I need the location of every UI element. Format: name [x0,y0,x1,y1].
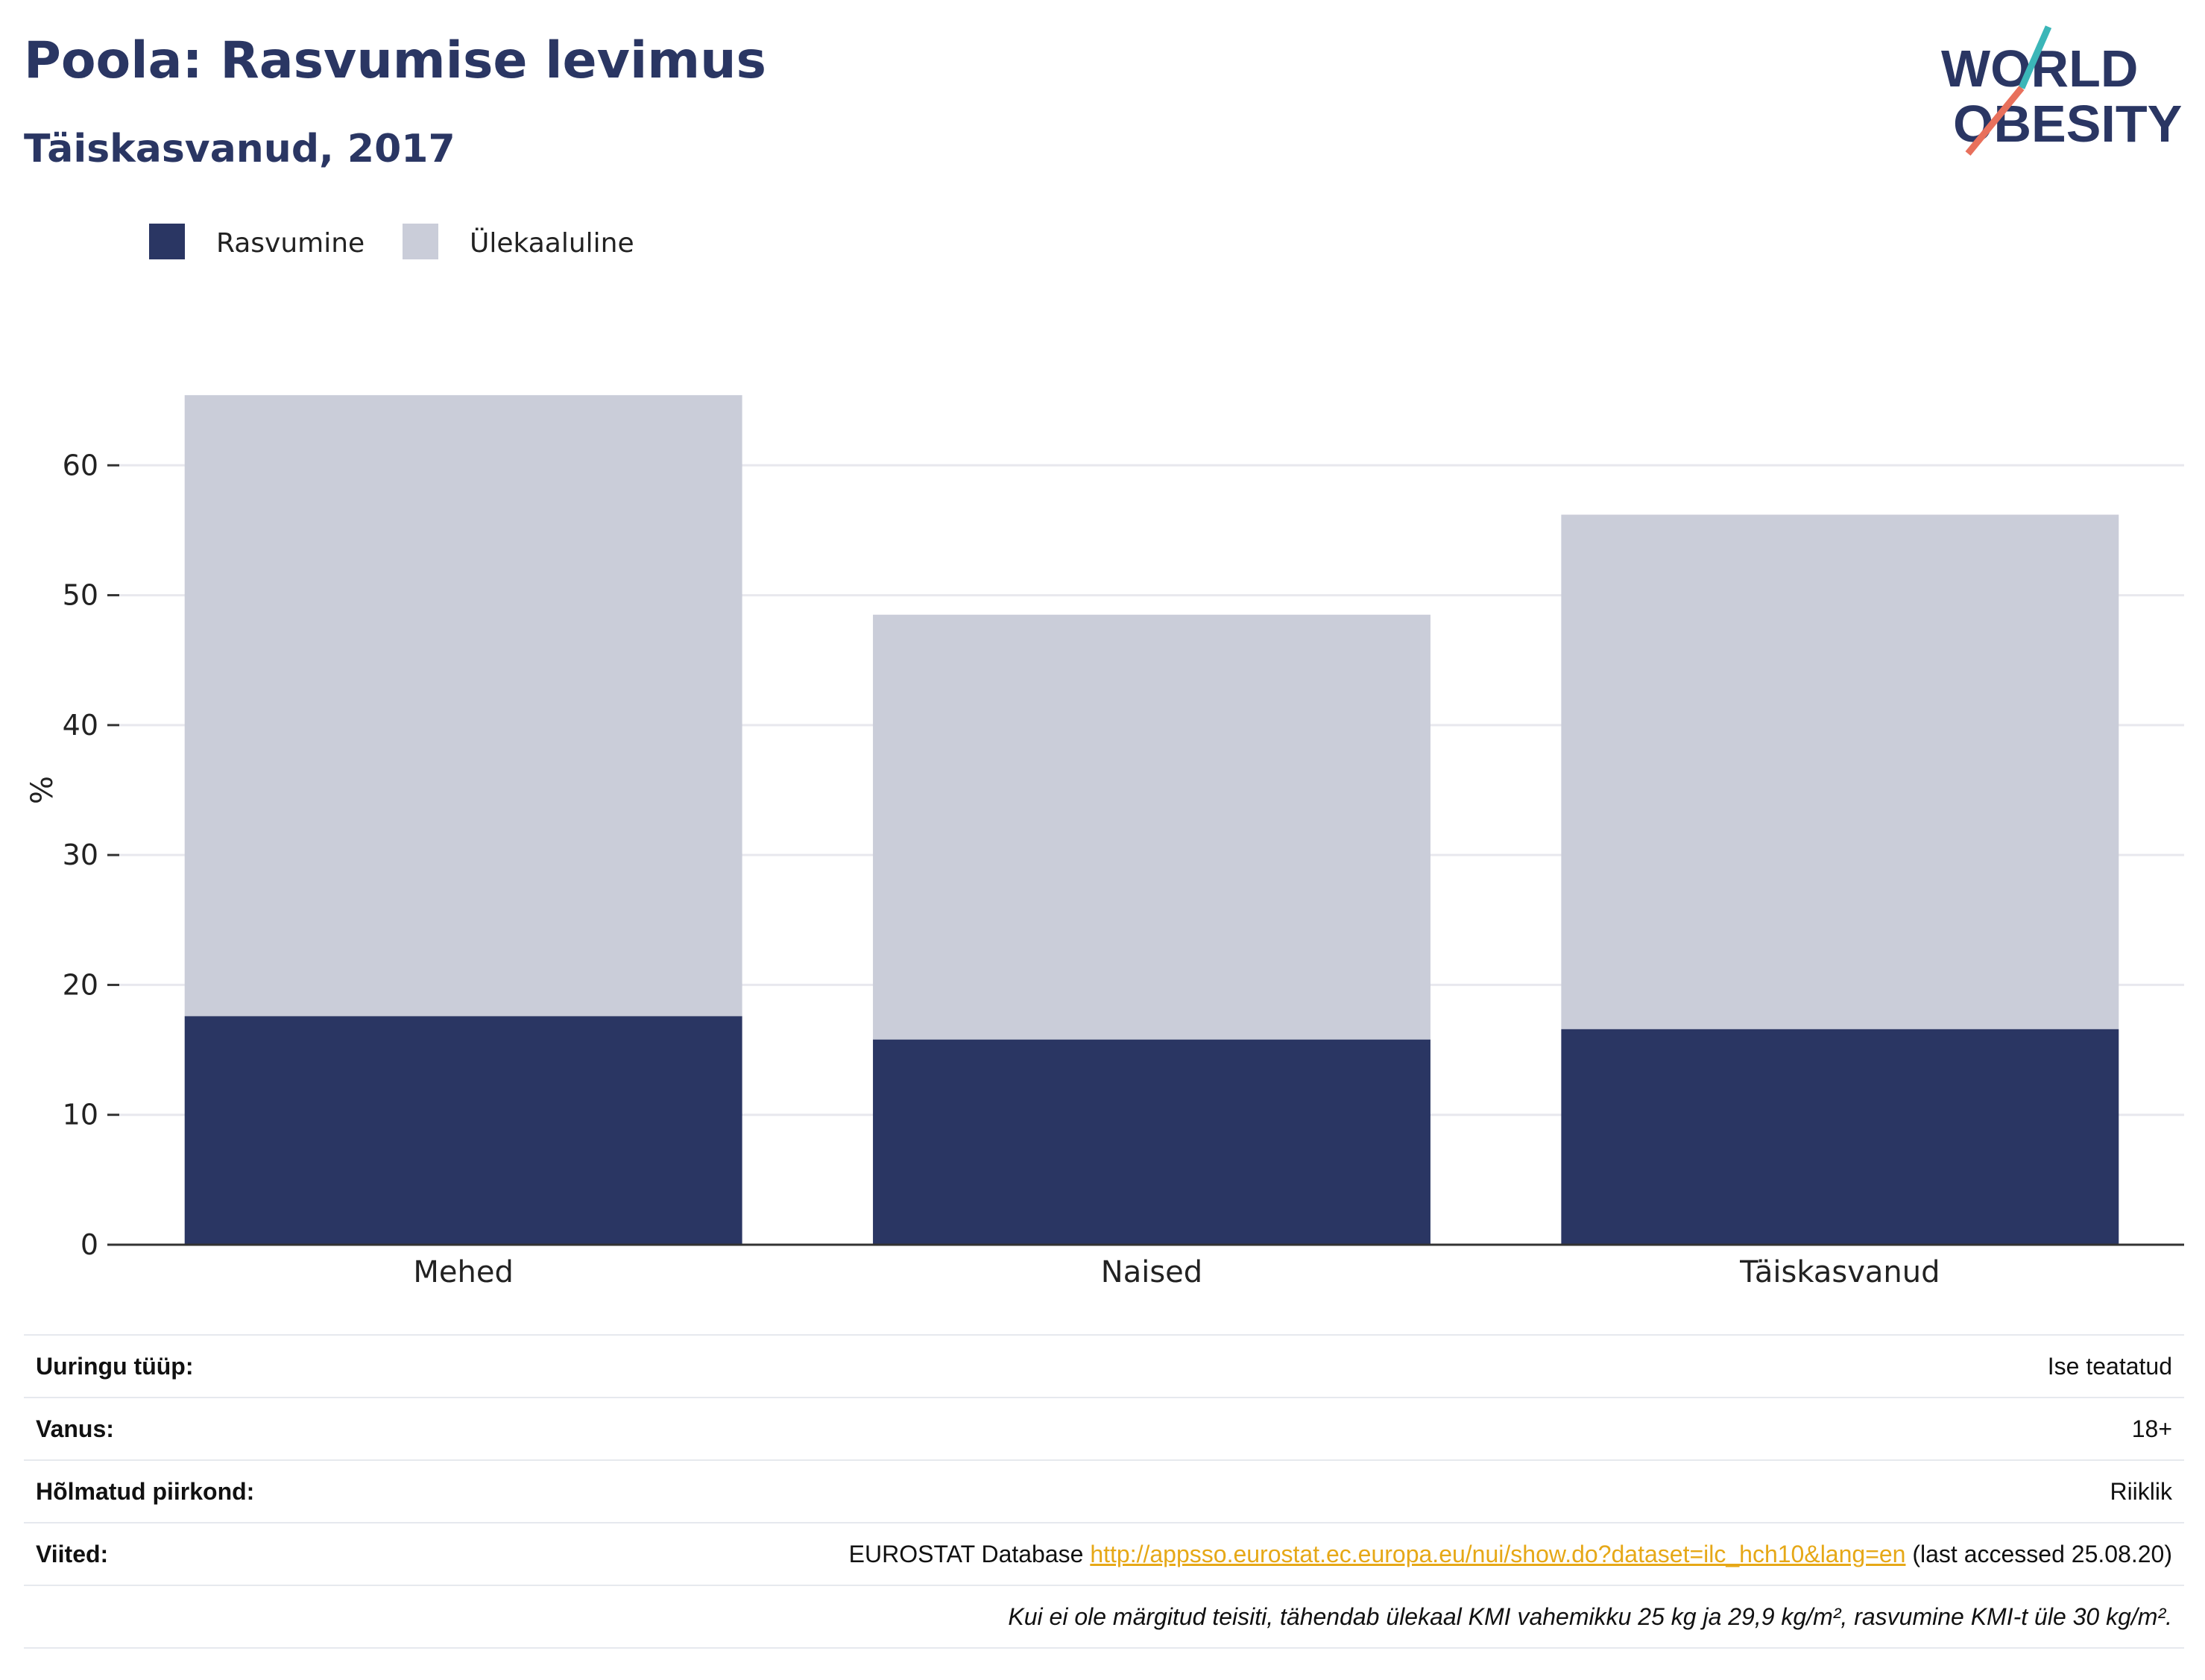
x-tick-label: Täiskasvanud [1739,1255,1940,1289]
chart-subtitle: Täiskasvanud, 2017 [24,127,455,171]
ref-suffix: (last accessed 25.08.20) [1912,1540,2172,1567]
y-tick-label: 40 [63,709,98,742]
legend-swatch [403,224,438,259]
bar-overweight [873,614,1430,1040]
bar-chart: Rasvumine Ülekaaluline 0 10 20 30 40 50 60 Mehed… [25,224,2184,1289]
bar-obesity [184,1016,742,1245]
y-tick-label: 0 [81,1228,98,1261]
info-table: Uuringu tüüp: Ise teatatud Vanus: 18+ Hõ… [24,1334,2184,1649]
info-value: EUROSTAT Database http://appsso.eurostat… [353,1522,2184,1585]
y-axis-label: % [25,776,60,804]
info-row-note: Kui ei ole märgitud teisiti, tähendab ül… [24,1585,2184,1649]
bar-overweight [1561,514,2119,1029]
chart-axes: 0 10 20 30 40 50 60 Mehed Naised Täiskasvanud% [25,449,2184,1289]
info-label: Hõlmatud piirkond: [24,1459,354,1523]
info-note: Kui ei ole märgitud teisiti, tähendab ül… [24,1585,2184,1649]
y-tick-label: 30 [63,839,98,871]
chart-bars [184,395,2119,1245]
info-row-references: Viited: EUROSTAT Database http://appsso.… [24,1522,2184,1585]
legend-label: Ülekaaluline [470,227,634,259]
info-row-age: Vanus: 18+ [24,1397,2184,1460]
x-tick-label: Mehed [413,1255,513,1289]
logo-slash-teal [2018,25,2052,89]
info-value: Riiklik [353,1459,2184,1523]
info-label: Uuringu tüüp: [24,1334,354,1398]
logo-slash-coral [1965,86,2025,156]
y-tick-label: 50 [63,579,98,612]
info-row-area: Hõlmatud piirkond: Riiklik [24,1459,2184,1523]
bar-overweight [184,395,742,1017]
y-tick-label: 10 [63,1099,98,1131]
y-tick-label: 20 [63,968,98,1001]
bar-obesity [1561,1029,2119,1245]
info-value: 18+ [353,1397,2184,1460]
y-tick-label: 60 [63,449,98,481]
world-obesity-logo: WORLD OBESITY [1941,25,2182,156]
chart-legend: Rasvumine Ülekaaluline [149,224,634,259]
legend-label: Rasvumine [216,228,365,259]
info-label: Viited: [24,1522,354,1585]
x-tick-label: Naised [1101,1255,1202,1289]
bar-obesity [873,1039,1430,1245]
chart-title: Poola: Rasvumise levimus [24,31,767,90]
info-label: Vanus: [24,1397,354,1460]
legend-swatch [149,224,185,259]
info-row-survey: Uuringu tüüp: Ise teatatud [24,1334,2184,1398]
info-value: Ise teatatud [353,1334,2184,1398]
ref-prefix: EUROSTAT Database [848,1540,1084,1567]
ref-link[interactable]: http://appsso.eurostat.ec.europa.eu/nui/… [1090,1540,1906,1567]
